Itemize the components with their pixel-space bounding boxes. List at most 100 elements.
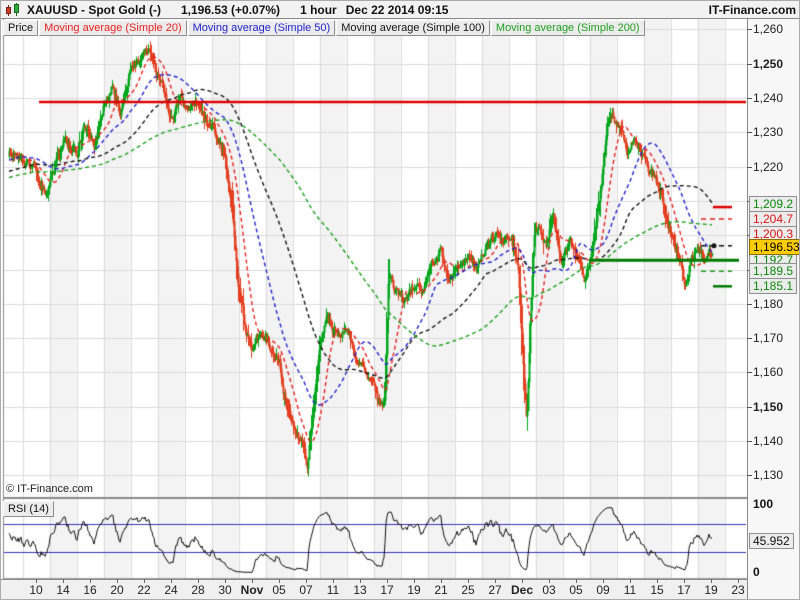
y-axis-tick-mark: [747, 132, 752, 134]
x-axis-tick-label: 30: [218, 583, 232, 597]
x-axis-tick-mark: [603, 579, 604, 583]
timeframe-label: 1 hour: [300, 2, 337, 17]
x-axis-tick-mark: [225, 579, 226, 583]
x-axis-tick-mark: [387, 579, 388, 583]
rsi-min-label: 0: [753, 565, 760, 579]
x-axis-tick-mark: [684, 579, 685, 583]
y-axis-tick-mark: [747, 29, 752, 31]
x-axis-tick-label: 24: [164, 583, 178, 597]
y-axis-tick-mark: [747, 372, 752, 374]
timestamp: Dec 22 2014 09:15: [345, 2, 449, 17]
y-axis-tick-label: 1,160: [753, 365, 784, 380]
y-axis-tick-label: 1,250: [753, 56, 784, 71]
x-axis-tick-label: 13: [353, 583, 367, 597]
x-axis-tick-label: 19: [704, 583, 718, 597]
y-axis-tick-label: 1,180: [753, 296, 784, 311]
x-axis-tick-label: 17: [380, 583, 394, 597]
x-axis-tick-mark: [468, 579, 469, 583]
candlestick-icon: [5, 3, 22, 16]
x-axis-tick-label: 20: [110, 583, 124, 597]
x-axis-tick-mark: [414, 579, 415, 583]
y-axis-tick-label: 1,150: [753, 399, 784, 414]
x-axis-tick-mark: [522, 579, 523, 583]
x-axis-tick-mark: [495, 579, 496, 583]
x-axis-tick-mark: [738, 579, 739, 583]
y-axis-tick-mark: [747, 441, 752, 442]
legend-chip-price[interactable]: Price: [3, 20, 39, 36]
x-axis-tick-label: 27: [488, 583, 502, 597]
level-price-label: 1,204.7: [749, 211, 798, 228]
x-axis-tick-mark: [549, 579, 550, 583]
x-axis-tick-mark: [576, 579, 577, 583]
x-axis-tick-label: 11: [623, 583, 637, 597]
x-axis-tick-label: 16: [83, 583, 97, 597]
legend-chip-ma50[interactable]: Moving average (Simple 50): [187, 20, 336, 36]
rsi-indicator-label[interactable]: RSI (14): [3, 501, 54, 517]
x-axis-tick-label: Nov: [240, 583, 264, 597]
last-price: 1,196.53 (+0.07%): [180, 2, 281, 17]
x-axis-tick-mark: [252, 579, 253, 583]
level-price-label: 1,209.2: [749, 195, 798, 212]
y-axis-tick-mark: [747, 63, 752, 65]
x-axis-tick-label: 21: [434, 583, 448, 597]
legend-chip-ma200[interactable]: Moving average (Simple 200): [490, 20, 645, 36]
x-axis-tick-label: 07: [299, 583, 313, 597]
current-price-label: 1,196.53: [749, 239, 799, 256]
x-axis-tick-mark: [171, 579, 172, 583]
x-axis-tick-mark: [63, 579, 64, 583]
x-axis-tick-mark: [117, 579, 118, 583]
level-price-label: 1,185.1: [749, 278, 798, 295]
x-axis-tick-label: 03: [542, 583, 556, 597]
x-axis-tick-label: 25: [461, 583, 475, 597]
level-price-label: 1,189.5: [749, 263, 798, 280]
x-axis-tick-mark: [711, 579, 712, 583]
y-axis-tick-label: 1,170: [753, 331, 784, 346]
legend-chip-ma100[interactable]: Moving average (Simple 100): [336, 20, 490, 36]
y-axis-tick-label: 1,130: [753, 468, 784, 483]
x-axis-tick-label: 14: [56, 583, 70, 597]
x-axis-tick-label: 23: [731, 583, 745, 597]
x-axis-tick-label: 17: [677, 583, 691, 597]
x-axis-tick-label: 28: [191, 583, 205, 597]
y-axis-tick-mark: [747, 166, 752, 168]
x-axis-tick-mark: [630, 579, 631, 583]
y-axis-tick-label: 1,230: [753, 125, 784, 140]
legend-chip-ma20[interactable]: Moving average (Simple 20): [39, 20, 187, 36]
x-axis-tick-mark: [144, 579, 145, 583]
x-axis-tick-label: 22: [137, 583, 151, 597]
y-axis-tick-mark: [747, 338, 752, 340]
bottom-time-axis[interactable]: [1, 579, 747, 599]
x-axis-tick-label: 15: [650, 583, 664, 597]
rsi-max-label: 100: [753, 497, 774, 511]
x-axis-tick-mark: [333, 579, 334, 583]
x-axis-tick-label: 19: [407, 583, 421, 597]
x-axis-tick-mark: [657, 579, 658, 583]
y-axis-tick-mark: [747, 303, 752, 305]
x-axis-tick-label: 05: [272, 583, 286, 597]
right-price-axis[interactable]: [747, 19, 799, 599]
y-axis-tick-label: 1,240: [753, 91, 784, 105]
x-axis-tick-mark: [279, 579, 280, 583]
y-axis-tick-mark: [747, 406, 752, 408]
x-axis-tick-mark: [36, 579, 37, 583]
x-axis-tick-label: 09: [596, 583, 610, 597]
x-axis-tick-label: 05: [569, 583, 583, 597]
x-axis-tick-mark: [198, 579, 199, 583]
brand-label: IT-Finance.com: [708, 2, 796, 17]
x-axis-tick-label: 11: [326, 583, 340, 597]
y-axis-tick-mark: [747, 475, 752, 477]
header: XAUUSD - Spot Gold (-) 1,196.53 (+0.07%)…: [1, 1, 799, 19]
y-axis-tick-label: 1,140: [753, 434, 784, 448]
x-axis-tick-mark: [90, 579, 91, 583]
watermark: © IT-Finance.com: [6, 483, 93, 495]
legend-bar: Price Moving average (Simple 20) Moving a…: [3, 20, 646, 36]
x-axis-tick-label: Dec: [510, 583, 533, 597]
y-axis-tick-mark: [747, 98, 752, 99]
y-axis-tick-label: 1,220: [753, 159, 784, 174]
instrument-title: XAUUSD - Spot Gold (-): [27, 2, 161, 17]
rsi-value-label: 45.952: [749, 533, 794, 549]
x-axis-tick-mark: [306, 579, 307, 583]
x-axis-tick-label: 10: [29, 583, 43, 597]
